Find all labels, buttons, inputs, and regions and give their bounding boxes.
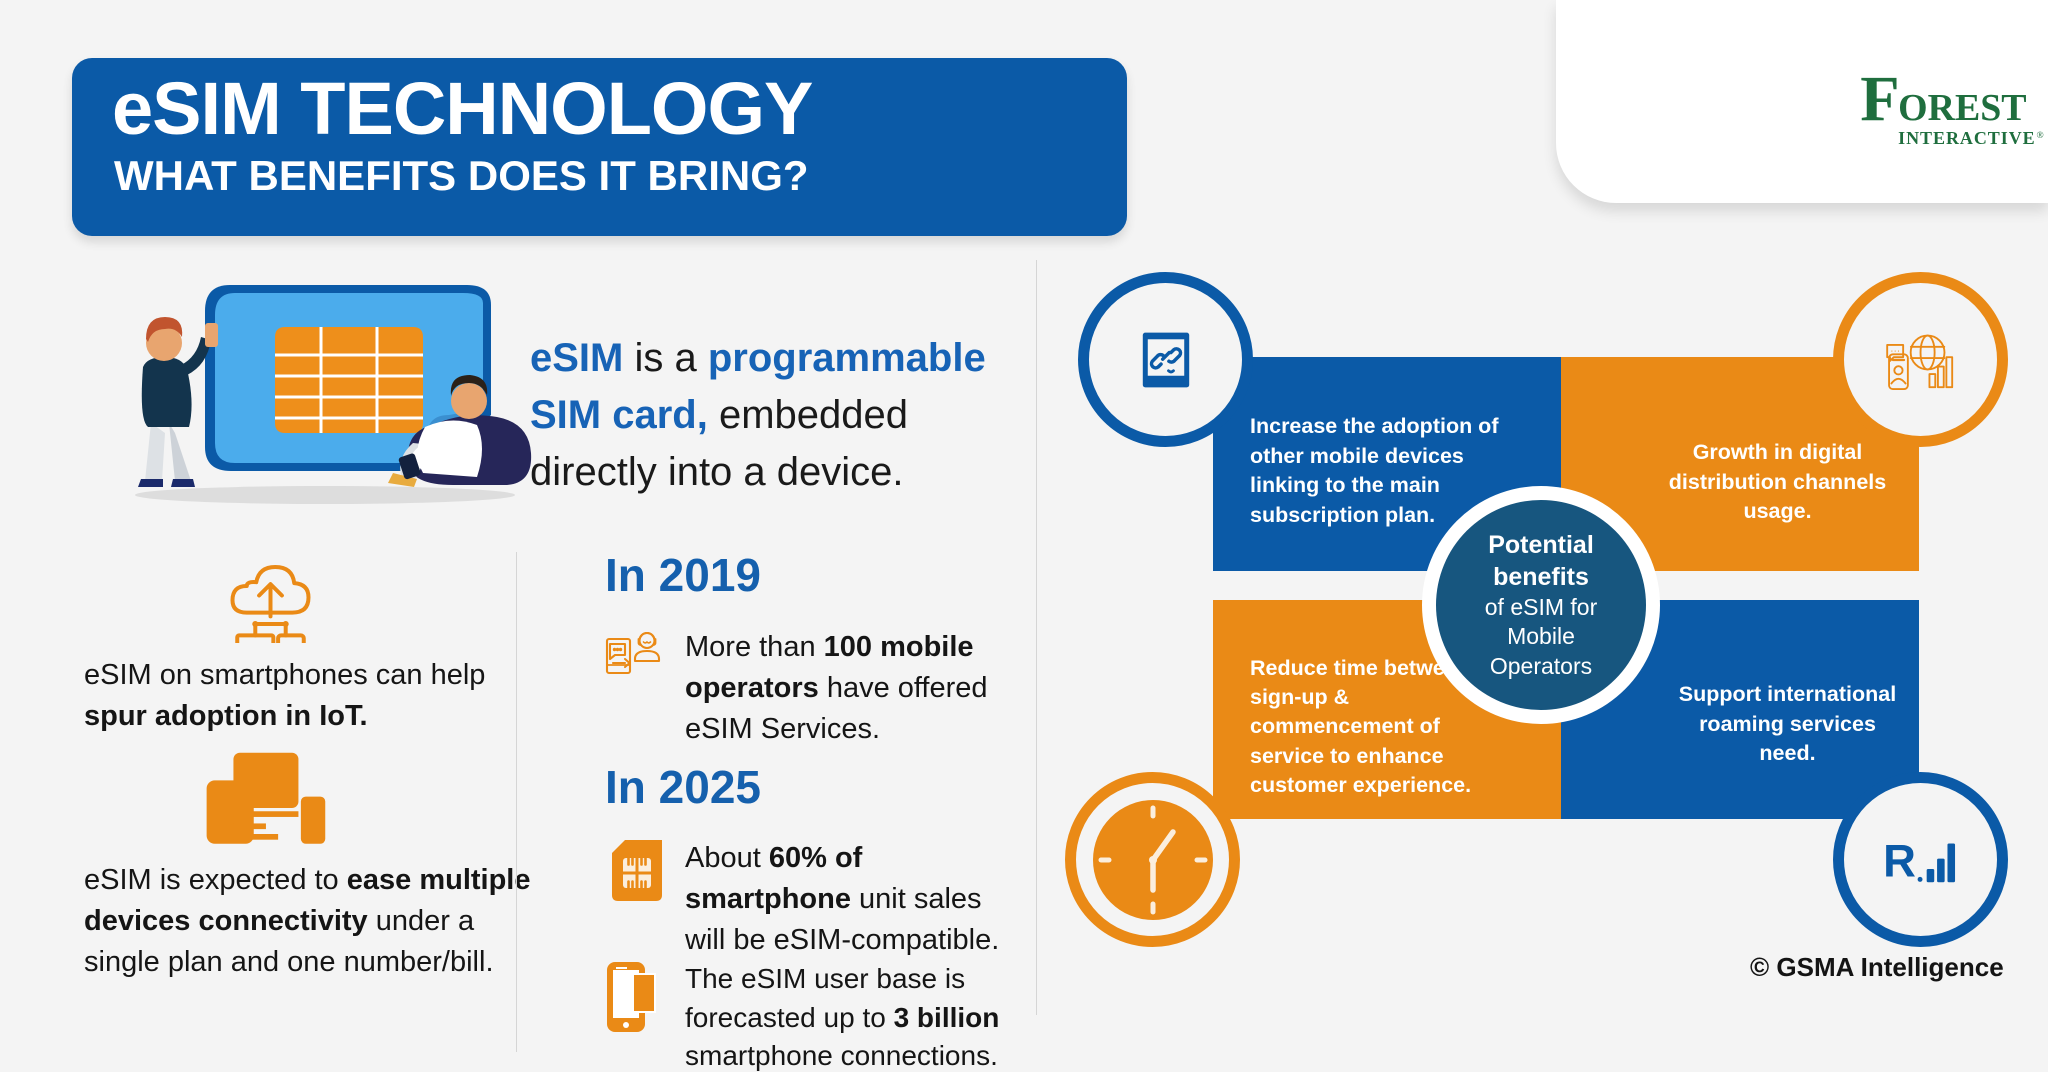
- svg-text:OREST: OREST: [1898, 87, 2026, 129]
- svg-text:INTERACTIVE: INTERACTIVE: [1898, 128, 2035, 148]
- svg-text:R: R: [1883, 835, 1916, 885]
- svg-text:®: ®: [2036, 130, 2043, 141]
- svg-text:F: F: [1860, 68, 1899, 134]
